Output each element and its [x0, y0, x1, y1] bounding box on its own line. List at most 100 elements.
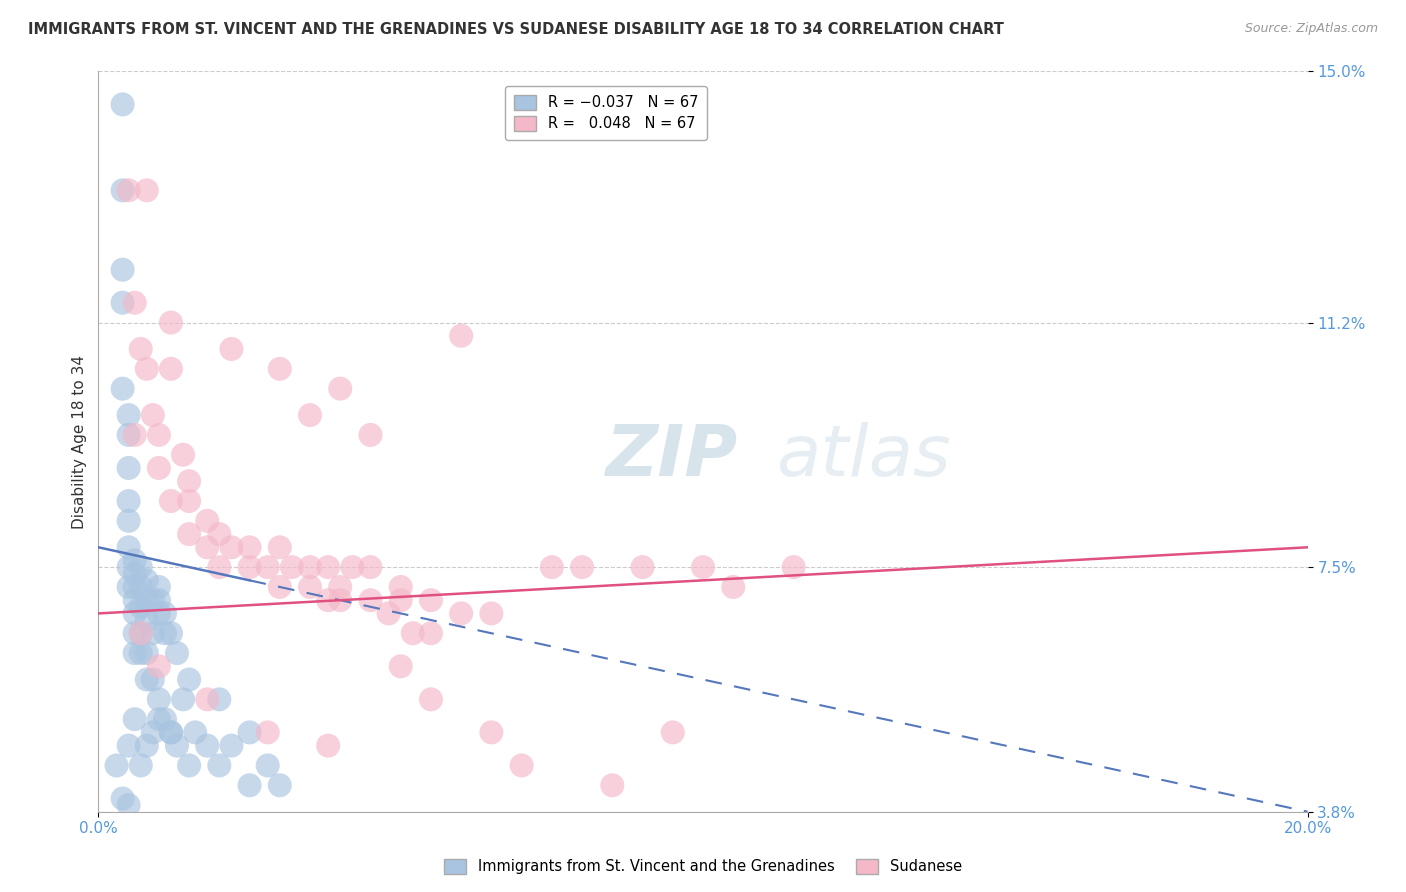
Point: [377, 607, 399, 621]
Point: [281, 560, 304, 574]
Point: [124, 566, 146, 581]
Point: [124, 712, 146, 726]
Point: [142, 725, 165, 739]
Point: [221, 739, 243, 753]
Point: [179, 527, 201, 541]
Point: [129, 626, 152, 640]
Point: [208, 560, 231, 574]
Point: [316, 739, 339, 753]
Point: [360, 428, 382, 442]
Point: [160, 316, 183, 330]
Point: [118, 541, 141, 555]
Point: [118, 408, 141, 422]
Point: [329, 382, 352, 396]
Point: [153, 607, 176, 621]
Point: [329, 593, 352, 607]
Point: [166, 646, 188, 660]
Point: [129, 342, 152, 356]
Point: [142, 673, 165, 687]
Point: [148, 461, 170, 475]
Point: [420, 593, 443, 607]
Point: [184, 725, 207, 739]
Point: [129, 758, 152, 772]
Point: [129, 626, 152, 640]
Point: [420, 692, 443, 706]
Point: [129, 580, 152, 594]
Point: [402, 626, 425, 640]
Point: [111, 183, 134, 197]
Y-axis label: Disability Age 18 to 34: Disability Age 18 to 34: [72, 354, 87, 529]
Point: [269, 361, 291, 376]
Point: [118, 739, 141, 753]
Point: [142, 626, 165, 640]
Point: [148, 712, 170, 726]
Text: Source: ZipAtlas.com: Source: ZipAtlas.com: [1244, 22, 1378, 36]
Point: [195, 692, 218, 706]
Point: [160, 361, 183, 376]
Point: [481, 725, 503, 739]
Point: [148, 428, 170, 442]
Point: [118, 428, 141, 442]
Point: [360, 560, 382, 574]
Point: [195, 541, 218, 555]
Point: [269, 580, 291, 594]
Point: [316, 560, 339, 574]
Point: [631, 560, 654, 574]
Point: [571, 560, 593, 574]
Point: [450, 328, 472, 343]
Point: [269, 778, 291, 792]
Legend: R = −0.037   N = 67, R =   0.048   N = 67: R = −0.037 N = 67, R = 0.048 N = 67: [506, 86, 707, 140]
Point: [135, 183, 157, 197]
Point: [723, 580, 745, 594]
Text: atlas: atlas: [776, 422, 950, 491]
Point: [221, 342, 243, 356]
Point: [195, 514, 218, 528]
Point: [256, 560, 278, 574]
Point: [239, 778, 262, 792]
Point: [111, 262, 134, 277]
Point: [389, 593, 412, 607]
Point: [160, 494, 183, 508]
Point: [299, 560, 322, 574]
Point: [540, 560, 562, 574]
Point: [692, 560, 714, 574]
Point: [124, 646, 146, 660]
Point: [166, 739, 188, 753]
Point: [148, 692, 170, 706]
Point: [118, 798, 141, 813]
Text: ZIP: ZIP: [606, 422, 738, 491]
Point: [111, 97, 134, 112]
Point: [105, 758, 128, 772]
Point: [153, 626, 176, 640]
Point: [129, 646, 152, 660]
Point: [135, 593, 157, 607]
Point: [129, 599, 152, 614]
Point: [124, 295, 146, 310]
Point: [510, 758, 533, 772]
Point: [221, 541, 243, 555]
Point: [195, 739, 218, 753]
Point: [256, 758, 278, 772]
Point: [172, 448, 194, 462]
Legend: Immigrants from St. Vincent and the Grenadines, Sudanese: Immigrants from St. Vincent and the Gren…: [439, 853, 967, 880]
Point: [342, 560, 364, 574]
Point: [118, 580, 141, 594]
Point: [179, 758, 201, 772]
Point: [783, 560, 806, 574]
Point: [118, 560, 141, 574]
Point: [142, 408, 165, 422]
Point: [148, 593, 170, 607]
Point: [118, 494, 141, 508]
Point: [316, 593, 339, 607]
Point: [135, 646, 157, 660]
Point: [124, 593, 146, 607]
Point: [118, 183, 141, 197]
Point: [208, 527, 231, 541]
Point: [135, 673, 157, 687]
Point: [135, 361, 157, 376]
Point: [124, 626, 146, 640]
Point: [389, 659, 412, 673]
Point: [299, 408, 322, 422]
Point: [160, 725, 183, 739]
Point: [111, 791, 134, 805]
